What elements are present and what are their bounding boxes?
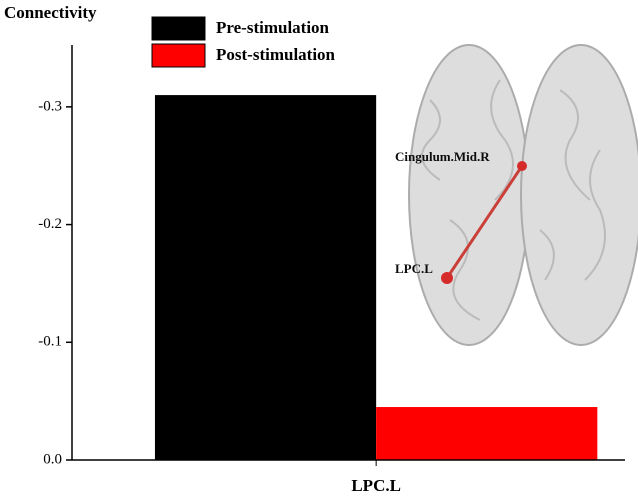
node (441, 272, 453, 284)
x-tick-label: LPC.L (351, 476, 401, 495)
legend-label: Post-stimulation (216, 45, 336, 64)
bar (154, 95, 377, 460)
connection-line (445, 165, 524, 279)
right-hemisphere (520, 44, 638, 346)
left-hemisphere (408, 44, 530, 346)
legend-label: Pre-stimulation (216, 18, 330, 37)
legend-swatch (151, 16, 206, 41)
y-tick-label: -0.2 (38, 216, 62, 232)
brain-sulci (421, 79, 606, 321)
bar (376, 407, 598, 460)
y-tick-label: 0.0 (43, 451, 62, 467)
annotation: Cingulum.Mid.R (395, 149, 490, 164)
chart-title: Connectivity (4, 3, 97, 22)
node (517, 161, 527, 171)
annotation: LPC.L (395, 261, 433, 276)
y-tick-label: -0.3 (38, 98, 62, 114)
y-tick-label: -0.1 (38, 334, 62, 350)
brain-image: Cingulum.Mid.R LPC.L (395, 44, 638, 346)
legend-swatch (151, 43, 206, 68)
